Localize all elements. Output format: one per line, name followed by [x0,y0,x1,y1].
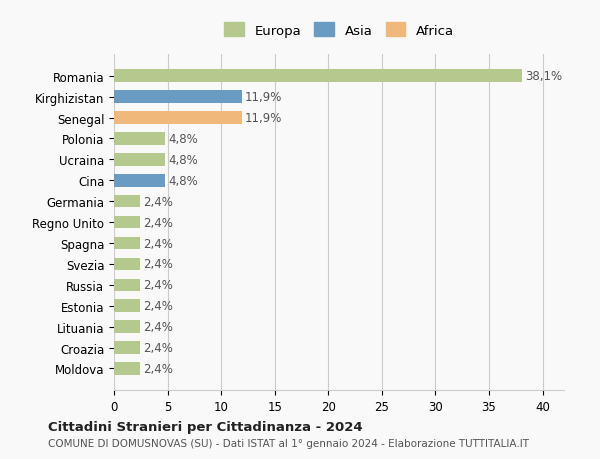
Text: 2,4%: 2,4% [143,237,173,250]
Bar [114,237,140,250]
Bar [114,321,140,333]
Text: 2,4%: 2,4% [143,216,173,229]
Text: 38,1%: 38,1% [526,70,563,83]
Bar [114,300,140,312]
Bar [114,70,522,83]
Bar [114,133,166,146]
Bar [114,216,140,229]
Text: 2,4%: 2,4% [143,362,173,375]
Bar [114,196,140,208]
Bar [114,91,241,104]
Text: 2,4%: 2,4% [143,341,173,354]
Text: Cittadini Stranieri per Cittadinanza - 2024: Cittadini Stranieri per Cittadinanza - 2… [48,420,362,433]
Text: 4,8%: 4,8% [169,154,199,167]
Bar [114,341,140,354]
Text: 11,9%: 11,9% [245,112,282,125]
Text: 11,9%: 11,9% [245,91,282,104]
Bar [114,279,140,291]
Text: 2,4%: 2,4% [143,320,173,333]
Bar [114,363,140,375]
Text: 2,4%: 2,4% [143,300,173,313]
Text: 4,8%: 4,8% [169,174,199,187]
Text: 2,4%: 2,4% [143,258,173,271]
Text: 4,8%: 4,8% [169,133,199,146]
Bar [114,112,241,124]
Bar [114,174,166,187]
Bar [114,258,140,271]
Text: 2,4%: 2,4% [143,195,173,208]
Legend: Europa, Asia, Africa: Europa, Asia, Africa [218,18,460,43]
Bar [114,154,166,166]
Text: 2,4%: 2,4% [143,279,173,291]
Text: COMUNE DI DOMUSNOVAS (SU) - Dati ISTAT al 1° gennaio 2024 - Elaborazione TUTTITA: COMUNE DI DOMUSNOVAS (SU) - Dati ISTAT a… [48,438,529,448]
